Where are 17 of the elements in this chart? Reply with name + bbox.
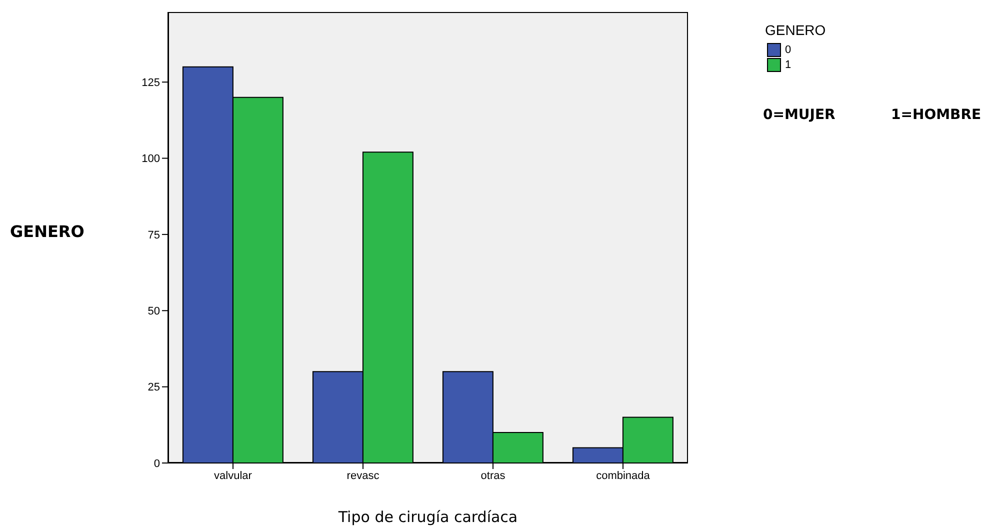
legend-label: 0	[784, 42, 792, 57]
legend-label: 1	[784, 58, 792, 72]
x-tick-label: combinada	[596, 470, 651, 482]
y-tick-label: 25	[148, 382, 160, 394]
y-tick-label: 100	[142, 153, 160, 166]
x-tick-label: valvular	[214, 470, 252, 482]
legend-title: GENERO	[765, 22, 826, 38]
text: 0=MUJER	[763, 107, 836, 123]
x-axis-title: Tipo de cirugía cardíaca	[337, 508, 519, 526]
y-tick-label: 50	[148, 306, 160, 318]
y-tick-label: 0	[154, 458, 160, 470]
y-tick-label: 125	[142, 76, 160, 89]
y-axis-title: GENERO	[10, 222, 84, 241]
x-tick-label: revasc	[346, 470, 380, 482]
x-tick-label: otras	[480, 470, 506, 482]
y-tick-label: 75	[148, 229, 160, 242]
text: 1=HOMBRE	[891, 107, 982, 123]
